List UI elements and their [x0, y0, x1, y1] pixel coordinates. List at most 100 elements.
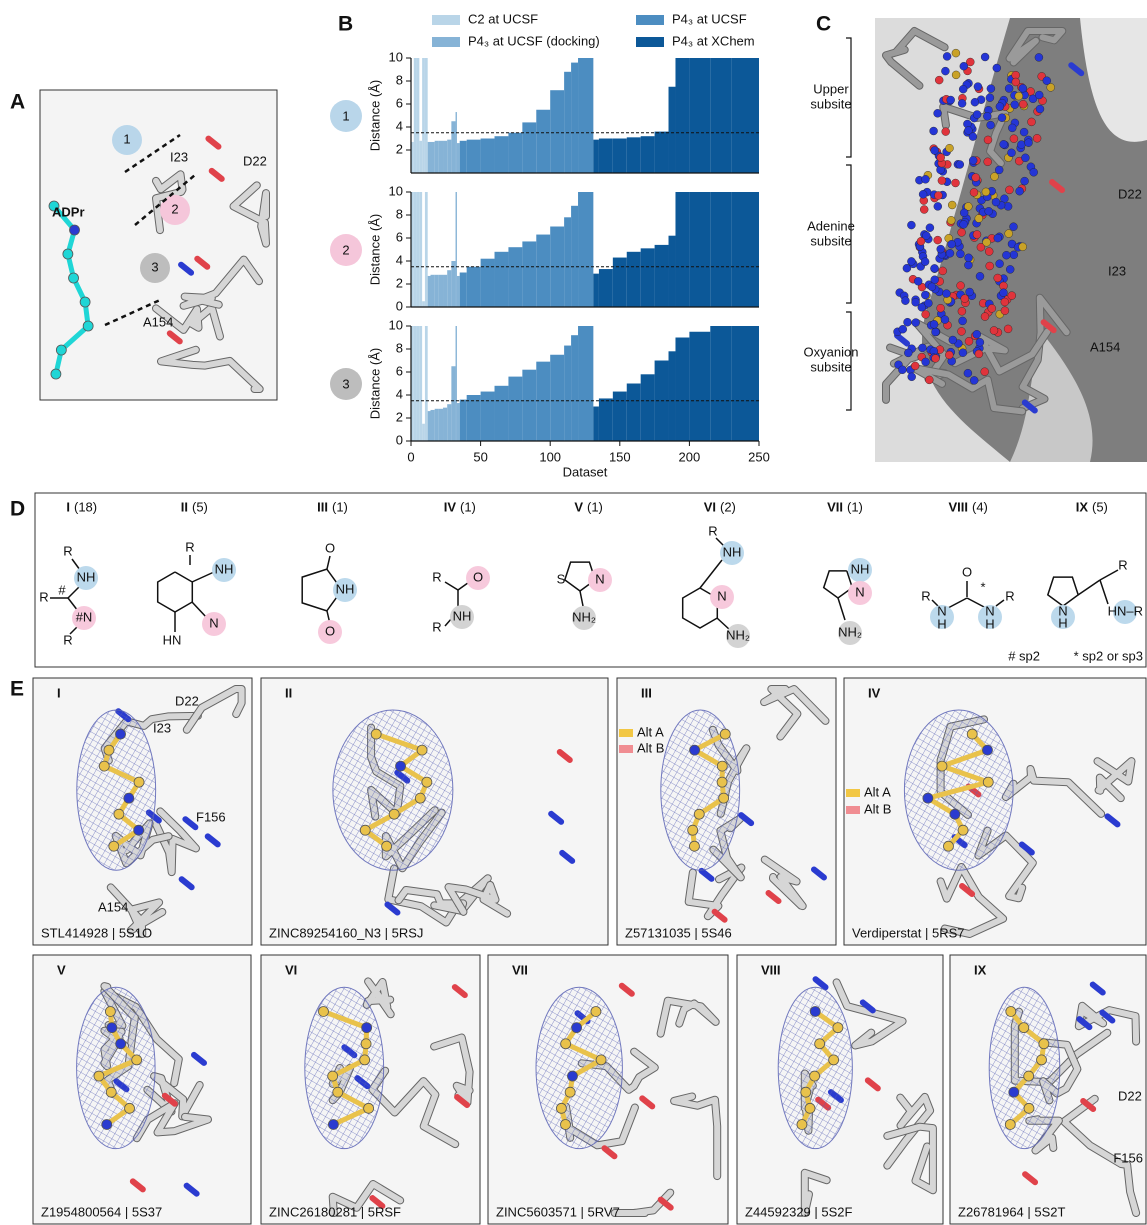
protein-stick — [884, 1093, 934, 1169]
bond — [1099, 579, 1109, 605]
panel-label: C — [816, 13, 831, 36]
bar — [654, 244, 669, 307]
atom-label: R — [63, 543, 72, 558]
atom — [929, 320, 939, 329]
atom — [970, 376, 979, 385]
atom — [947, 216, 956, 225]
bar — [413, 192, 417, 307]
atom — [1019, 99, 1028, 109]
ligand-atom — [693, 808, 705, 820]
ligand-atom — [93, 1070, 105, 1082]
ring — [822, 570, 854, 599]
ligand-atom — [327, 1119, 339, 1130]
protein-stick — [884, 1123, 936, 1194]
panel-label: D — [10, 498, 25, 521]
residue-label: F156 — [1113, 1150, 1143, 1165]
atom-stick — [190, 1051, 207, 1066]
atom-label: HN — [163, 632, 182, 647]
surface — [1010, 330, 1093, 462]
ligand-atom — [123, 792, 135, 804]
atom — [1015, 186, 1024, 196]
atom-label: NH — [336, 581, 355, 596]
bar — [598, 398, 613, 441]
bond — [947, 597, 968, 609]
atom-stick — [161, 1092, 178, 1107]
panel-marker-label: 3 — [342, 376, 349, 391]
atom — [958, 316, 967, 326]
atom — [931, 354, 940, 363]
atom — [1032, 134, 1042, 143]
bond — [699, 559, 723, 589]
group-numeral: VII — [827, 499, 843, 514]
bar — [455, 112, 457, 173]
atom — [972, 330, 981, 339]
atom-stick — [1049, 179, 1066, 194]
bar — [480, 138, 495, 173]
atom-label: N — [717, 588, 726, 603]
atom — [980, 367, 989, 376]
atom — [1000, 306, 1010, 315]
ligand-atom — [416, 744, 428, 756]
atom — [1005, 185, 1014, 195]
ligand-atom — [567, 1070, 578, 1082]
bar — [443, 274, 448, 307]
x-tick-label: 50 — [473, 449, 487, 464]
protein-stick — [951, 328, 1051, 375]
y-tick-label: 6 — [396, 363, 403, 378]
atom-label: R — [1005, 588, 1014, 603]
atom — [993, 273, 1002, 283]
atom — [1009, 250, 1018, 260]
y-axis-label: Distance (Å) — [367, 80, 382, 152]
protein-stick — [153, 171, 186, 234]
ligand-atom — [1038, 1038, 1050, 1050]
site-marker — [160, 195, 190, 225]
panel-caption: ZINC5603571 | 5RV7 — [496, 1204, 620, 1219]
atom-stick — [129, 1178, 146, 1193]
atom — [975, 272, 985, 281]
x-tick-label: 100 — [539, 449, 561, 464]
panel-caption: ZINC89254160_N3 | 5RSJ — [269, 925, 423, 940]
protein-stick — [230, 182, 269, 247]
bar — [571, 205, 579, 307]
ligand-atom — [716, 776, 728, 788]
atom-label: R — [63, 632, 72, 647]
atom — [1003, 324, 1013, 334]
group-count: (1) — [847, 499, 863, 514]
protein-stick — [329, 1181, 404, 1216]
bar — [466, 266, 481, 307]
panel-caption: Verdiperstat | 5RS7 — [852, 925, 965, 940]
atom — [1029, 168, 1038, 177]
ligand-atom — [133, 776, 145, 788]
atom-label: NH — [723, 544, 742, 559]
bar — [434, 408, 439, 441]
atom — [925, 375, 934, 385]
atom-label: * — [980, 579, 985, 594]
bar — [413, 58, 417, 173]
atom-stick — [738, 812, 755, 827]
y-axis-label: Distance (Å) — [367, 214, 382, 286]
atom — [964, 260, 973, 270]
ligand-atom — [50, 368, 62, 380]
atom — [992, 63, 1001, 73]
atom — [985, 261, 994, 271]
atom — [995, 165, 1004, 175]
bar — [536, 361, 551, 441]
ligand-atom — [113, 808, 125, 820]
atom — [993, 233, 1002, 243]
alt-label: Alt B — [864, 801, 891, 816]
site-number: 1 — [123, 131, 130, 146]
protein-stick — [107, 884, 166, 937]
ligand-atom — [595, 1054, 607, 1066]
bar — [640, 248, 655, 307]
bar — [675, 337, 690, 441]
atom — [957, 228, 966, 237]
atom-stick — [166, 330, 183, 345]
atom — [1034, 90, 1044, 100]
bar — [430, 274, 435, 307]
bar — [424, 192, 428, 307]
group-count: (1) — [587, 499, 603, 514]
ligand-atom — [809, 1006, 821, 1017]
bar — [456, 143, 460, 173]
protein-stick — [153, 304, 223, 340]
group-numeral: VI — [704, 499, 716, 514]
